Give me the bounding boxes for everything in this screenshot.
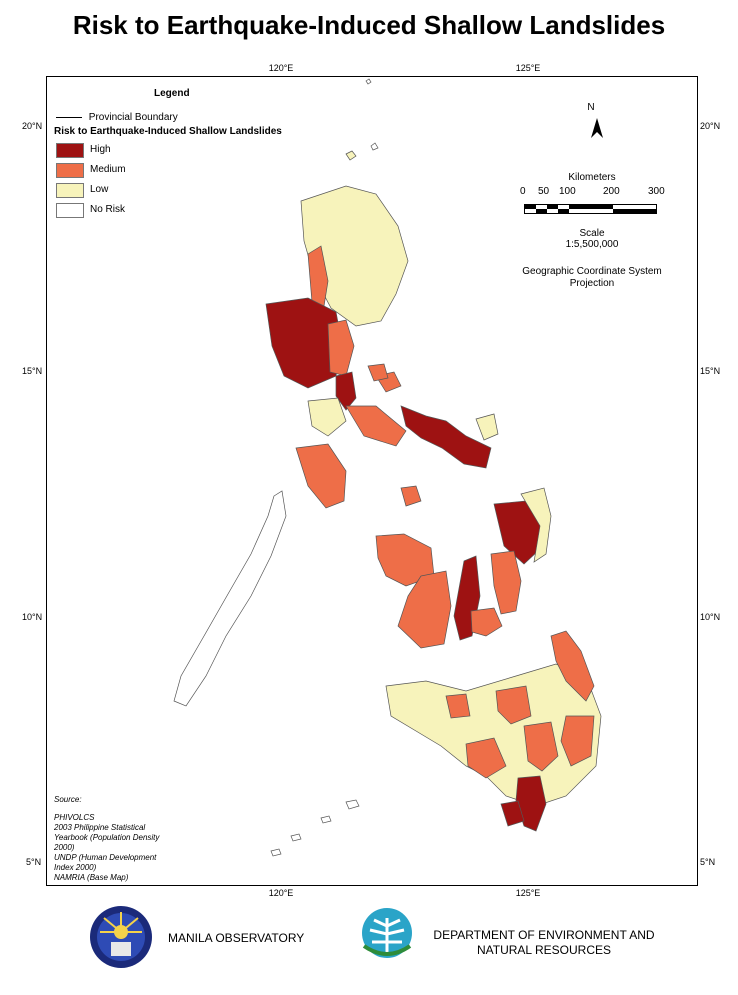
manila-observatory-logo-icon (90, 906, 152, 968)
org-manila-observatory: MANILA OBSERVATORY (168, 931, 305, 945)
babuyan-islet-2 (370, 142, 379, 151)
legend-title: Legend (154, 88, 190, 99)
lat-tick-left-15: 15°N (22, 366, 43, 376)
lon-tick-top-125: 125°E (515, 63, 541, 73)
lat-tick-left-5: 5°N (26, 857, 42, 867)
legend-boundary: Provincial Boundary (56, 112, 178, 123)
org-denr: DEPARTMENT OF ENVIRONMENT AND NATURAL RE… (428, 928, 660, 958)
quezon-medium (345, 405, 407, 447)
legend-boundary-label: Provincial Boundary (88, 112, 178, 123)
lat-tick-right-5: 5°N (700, 857, 716, 867)
scale-tick-300: 300 (648, 186, 665, 197)
south-mindanao-high (515, 775, 547, 832)
legend-subtitle: Risk to Earthquake-Induced Shallow Lands… (54, 126, 282, 137)
map-title: Risk to Earthquake-Induced Shallow Lands… (72, 10, 666, 40)
cavite-batangas-low (307, 397, 347, 437)
babuyan-islet-1 (345, 150, 357, 161)
zamboanga-medium (445, 693, 471, 719)
source-line: 2000) (54, 843, 75, 852)
source-heading: Source: (54, 795, 82, 804)
source-block: Source: PHIVOLCS 2003 Philippine Statist… (54, 795, 159, 883)
lon-tick-bottom-120: 120°E (268, 888, 294, 898)
catanduanes-low (475, 413, 499, 441)
scale-title: Kilometers (568, 172, 616, 183)
davao-medium (523, 721, 559, 772)
sulu-islet-2 (320, 815, 332, 824)
scale-ratio: 1:5,500,000 (565, 239, 619, 250)
swatch-high (56, 143, 84, 158)
scale-label: Scale (579, 228, 605, 239)
bohol-medium (470, 607, 503, 637)
batanes-islet (365, 78, 372, 85)
cotabato-medium (465, 737, 507, 779)
surigao-medium (550, 630, 595, 702)
source-line: NAMRIA (Base Map) (54, 873, 129, 882)
sulu-islet-3 (290, 833, 302, 842)
bulacan-high (335, 371, 357, 411)
sulu-islet-1 (345, 799, 360, 810)
sulu-islet-4 (270, 848, 282, 857)
lat-tick-right-10: 10°N (700, 612, 721, 622)
swatch-low (56, 183, 84, 198)
lat-tick-left-10: 10°N (22, 612, 43, 622)
swatch-no-risk (56, 203, 84, 218)
lon-tick-top-120: 120°E (268, 63, 294, 73)
source-line: UNDP (Human Development (54, 853, 157, 862)
boundary-line-icon (56, 116, 82, 118)
sarangani-high (500, 800, 525, 827)
lat-tick-left-20: 20°N (22, 121, 43, 131)
scale-tick-100: 100 (559, 186, 576, 197)
mindanao-low (385, 663, 602, 807)
nueva-ecija-medium (327, 319, 355, 377)
scale-tick-0: 0 (520, 186, 526, 197)
coord-system-line1: Geographic Coordinate System (522, 266, 662, 277)
ilocos-strip (307, 245, 329, 307)
source-line: Yearbook (Population Density (54, 833, 160, 842)
denr-logo-icon (362, 908, 412, 958)
scale-numbers: 0 50 100 200 300 (512, 186, 672, 198)
mindoro-medium (295, 443, 347, 509)
source-line: PHIVOLCS (54, 813, 95, 822)
scale-bar (524, 204, 657, 214)
lat-tick-right-20: 20°N (700, 121, 721, 131)
negros-medium (397, 570, 452, 649)
masbate-medium (400, 485, 422, 507)
lon-tick-bottom-125: 125°E (515, 888, 541, 898)
legend-label-high: High (90, 144, 111, 155)
palawan-none (173, 490, 287, 707)
org-denr-line1: DEPARTMENT OF ENVIRONMENT AND (433, 928, 655, 942)
swatch-medium (56, 163, 84, 178)
leyte-medium (490, 550, 522, 615)
polillo-medium (367, 363, 389, 382)
source-line: 2003 Philippine Statistical (54, 823, 146, 832)
scale-tick-200: 200 (603, 186, 620, 197)
legend-label-no-risk: No Risk (90, 204, 126, 215)
philippines-risk-map (173, 78, 603, 857)
legend-label-medium: Medium (90, 164, 126, 175)
source-line: Index 2000) (54, 863, 97, 872)
samar-low (520, 487, 552, 563)
lat-tick-right-15: 15°N (700, 366, 721, 376)
org-denr-line2: NATURAL RESOURCES (476, 943, 612, 957)
north-label: N (587, 102, 595, 113)
north-arrow-icon (591, 118, 603, 138)
davao-oriental-medium (560, 715, 595, 767)
bukidnon-medium (495, 685, 532, 725)
bicol-high (400, 405, 492, 469)
coord-system-line2: Projection (569, 278, 615, 289)
legend-label-low: Low (90, 184, 109, 195)
scale-tick-50: 50 (538, 186, 550, 197)
